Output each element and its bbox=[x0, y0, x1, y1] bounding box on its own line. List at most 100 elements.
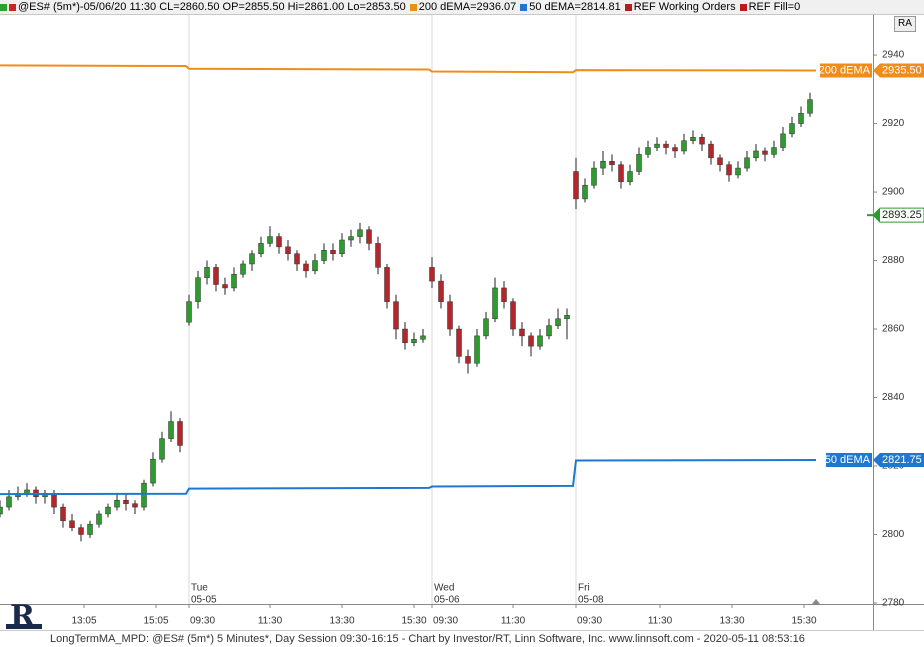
candle-body bbox=[636, 154, 642, 172]
x-tick-label: 13:30 bbox=[329, 616, 354, 627]
legend-label: 50 dEMA bbox=[825, 454, 871, 466]
candle-body bbox=[501, 287, 507, 302]
session-day: Tue bbox=[191, 583, 208, 594]
candle-body bbox=[447, 301, 453, 330]
candle-body bbox=[132, 503, 138, 508]
candle-body bbox=[69, 520, 75, 528]
candle-body bbox=[582, 184, 588, 200]
candle-body bbox=[204, 267, 210, 278]
plot-area bbox=[0, 15, 873, 605]
x-tick-label: 11:30 bbox=[501, 616, 526, 627]
candle-body bbox=[96, 513, 102, 525]
value-tag-label: 2935.50 bbox=[882, 64, 922, 76]
candle-body bbox=[168, 421, 174, 439]
header-text: REF Fill=0 bbox=[748, 1, 801, 13]
candle-body bbox=[6, 496, 12, 508]
session-date: 05-05 bbox=[191, 595, 217, 606]
color-swatch bbox=[9, 3, 16, 11]
candle-body bbox=[240, 263, 246, 275]
candle-body bbox=[141, 482, 147, 508]
y-tick-label: 2780 bbox=[882, 598, 905, 609]
candle-body bbox=[267, 236, 273, 244]
candle-body bbox=[159, 438, 165, 460]
candle-body bbox=[483, 318, 489, 337]
session-date: 05-08 bbox=[578, 595, 604, 606]
candle-body bbox=[330, 250, 336, 254]
candles bbox=[0, 92, 813, 542]
candle-body bbox=[276, 236, 282, 248]
candle-body bbox=[771, 147, 777, 155]
candle-body bbox=[627, 171, 633, 183]
header-text: @ES# (5m*)-05/06/20 11:30 CL=2860.50 OP=… bbox=[18, 1, 406, 13]
candle-body bbox=[411, 339, 417, 343]
candle-body bbox=[384, 267, 390, 302]
candle-body bbox=[780, 133, 786, 148]
x-tick-label: 09:30 bbox=[190, 616, 215, 627]
candle-body bbox=[222, 284, 228, 289]
candle-body bbox=[708, 143, 714, 159]
candle-body bbox=[672, 147, 678, 152]
series-tag bbox=[826, 453, 872, 468]
candle-body bbox=[474, 335, 480, 364]
candle-body bbox=[186, 301, 192, 323]
candle-body bbox=[654, 143, 660, 148]
candle-body bbox=[699, 137, 705, 145]
y-tick-label: 2880 bbox=[882, 255, 905, 266]
header-bar: @ES# (5m*)-05/06/20 11:30 CL=2860.50 OP=… bbox=[0, 0, 924, 15]
candle-body bbox=[609, 160, 615, 165]
candle-body bbox=[519, 328, 525, 337]
candle-body bbox=[645, 147, 651, 155]
color-swatch bbox=[520, 3, 528, 11]
candle-body bbox=[51, 493, 57, 508]
candle-body bbox=[339, 239, 345, 254]
candle-body bbox=[258, 243, 264, 254]
price-marker-arrow bbox=[873, 208, 880, 223]
candle-body bbox=[303, 263, 309, 272]
candle-body bbox=[348, 236, 354, 241]
header-text: REF Working Orders bbox=[633, 1, 736, 13]
candle-body bbox=[537, 335, 543, 347]
candle-body bbox=[393, 301, 399, 330]
candle-body bbox=[681, 140, 687, 152]
header-text: 200 dEMA=2936.07 bbox=[418, 1, 517, 13]
value-tag bbox=[873, 453, 924, 468]
value-tag-label: 2821.75 bbox=[882, 454, 922, 466]
x-tick-label: 13:05 bbox=[71, 616, 96, 627]
candle-body bbox=[564, 315, 570, 320]
candle-body bbox=[789, 123, 795, 135]
price-marker-tag bbox=[872, 207, 924, 223]
x-tick-label: 09:30 bbox=[433, 616, 458, 627]
y-tick-label: 2900 bbox=[882, 187, 905, 198]
candle-body bbox=[231, 273, 237, 289]
candle-body bbox=[663, 143, 669, 148]
candle-body bbox=[807, 99, 813, 114]
candle-body bbox=[600, 160, 606, 169]
candle-body bbox=[726, 164, 732, 176]
candle-body bbox=[294, 253, 300, 265]
footer-text: LongTermMA_MPD: @ES# (5m*) 5 Minutes*, D… bbox=[50, 633, 805, 645]
ra-button[interactable]: RA bbox=[894, 16, 916, 32]
candle-body bbox=[735, 167, 741, 176]
candle-body bbox=[114, 499, 120, 508]
candle-body bbox=[87, 523, 93, 535]
ma-line bbox=[0, 459, 817, 496]
candle-body bbox=[744, 157, 750, 169]
candle-body bbox=[0, 506, 3, 515]
candle-body bbox=[78, 527, 84, 535]
candle-body bbox=[24, 489, 30, 494]
candle-body bbox=[528, 335, 534, 347]
candle-body bbox=[492, 287, 498, 320]
logo: R bbox=[6, 599, 42, 634]
candle-body bbox=[357, 229, 363, 237]
candle-body bbox=[402, 328, 408, 343]
x-tick-label: 15:30 bbox=[401, 616, 426, 627]
color-swatch bbox=[624, 3, 632, 11]
legend-label: 200 dEMA bbox=[819, 64, 871, 76]
candle-body bbox=[690, 137, 696, 141]
candle-body bbox=[123, 499, 129, 504]
x-tick-label: 13:30 bbox=[719, 616, 744, 627]
candle-body bbox=[456, 328, 462, 357]
x-tick-label: 11:30 bbox=[648, 616, 673, 627]
